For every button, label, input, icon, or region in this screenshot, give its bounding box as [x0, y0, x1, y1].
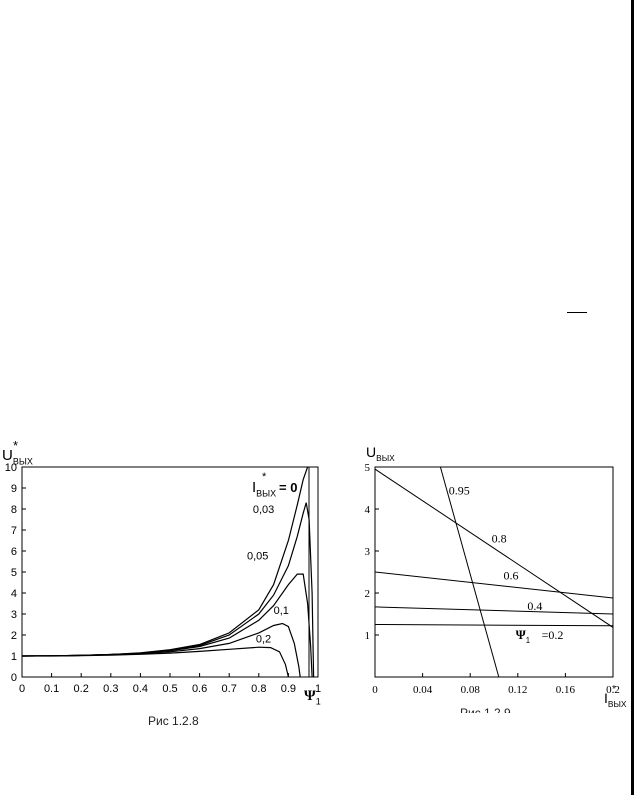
x-tick-label: 0.4 — [133, 683, 148, 695]
series-label: 0.95 — [449, 483, 470, 497]
x-tick-label: 0 — [19, 683, 25, 695]
y-tick-label: 5 — [365, 462, 371, 474]
fraction-bar-fragment — [567, 312, 587, 313]
y-tick-label: 1 — [11, 651, 17, 663]
caption-fig-1-2-8: Рис 1.2.8 — [148, 714, 199, 728]
series-line — [375, 571, 613, 599]
y-tick-label: 4 — [11, 588, 17, 600]
x-tick-label: 0.8 — [251, 683, 266, 695]
series-label: 0.4 — [527, 599, 542, 613]
y-tick-label: 5 — [11, 567, 17, 579]
x-tick-label: 0 — [372, 684, 378, 696]
plot-frame — [374, 466, 614, 678]
y-axis-label: UВЫХ — [366, 444, 395, 463]
legend-title-value: = 0 — [279, 480, 297, 495]
y-tick-label: 2 — [365, 588, 371, 600]
x-tick-label: 0.7 — [222, 683, 237, 695]
chart-rис-1-2-8: 0 1 2 3 4 5 6 7 8 9 10 0 0.1 0.2 0.3 0.4 0.5 0.6 0.7 0.8 0.9… — [2, 438, 321, 707]
chart-rис-1-2-9: 1 2 3 4 5 0 0.04 0.08 0.12 0.16 0.2 UВЫХ IВЫХ* 0.95 0.… — [365, 444, 627, 709]
psi-label: Ψ1 — [516, 627, 530, 645]
y-tick-label: 9 — [11, 483, 17, 495]
y-tick-label: 8 — [11, 504, 17, 516]
y-axis-label: UВЫХ — [2, 447, 33, 467]
series-line — [439, 467, 500, 677]
x-tick-label: 0.2 — [606, 684, 620, 696]
legend-title-star: * — [262, 471, 267, 483]
series-label: 0,05 — [247, 550, 268, 562]
x-axis-label: IВЫХ — [604, 690, 627, 709]
series-label: 0,2 — [256, 633, 271, 645]
x-tick-label: 0.3 — [103, 683, 118, 695]
y-tick-label: 7 — [11, 525, 17, 537]
x-tick-label: 0.1 — [44, 683, 59, 695]
x-axis-label: Ψ1 — [304, 688, 321, 707]
series-line — [375, 606, 613, 615]
y-axis-label-star: * — [13, 438, 18, 453]
series-label: 0.6 — [504, 569, 519, 583]
x-tick-label: 0.04 — [413, 684, 433, 696]
y-tick-label: 10 — [5, 462, 17, 474]
x-tick-label: 0.12 — [508, 684, 527, 696]
x-axis-label-star: * — [612, 684, 616, 695]
series-line — [22, 646, 289, 678]
y-tick-label: 3 — [11, 609, 17, 621]
series-label: 0,1 — [274, 605, 289, 617]
plot-frame — [21, 466, 319, 678]
legend-title: IВЫХ — [252, 479, 276, 499]
x-tick-label: 0.9 — [281, 683, 296, 695]
series-label: 0,03 — [253, 504, 274, 516]
x-tick-label: 0.08 — [461, 684, 481, 696]
y-tick-label: 0 — [11, 672, 17, 684]
page-edge-bar — [631, 0, 634, 795]
x-tick-label: 0.16 — [556, 684, 576, 696]
series-label: 0.8 — [492, 532, 507, 546]
x-tick-label: 0.6 — [192, 683, 207, 695]
series-label: =0.2 — [542, 628, 564, 642]
series-line — [375, 624, 613, 627]
y-tick-label: 6 — [11, 546, 17, 558]
x-tick-label: 0.5 — [162, 683, 177, 695]
series-line — [21, 573, 313, 678]
x-tick-label: 0.2 — [74, 683, 89, 695]
y-tick-label: 3 — [365, 546, 371, 558]
x-tick-label: 1 — [315, 683, 321, 695]
y-tick-label: 2 — [11, 630, 17, 642]
caption-fig-1-2-9: Рис 1.2.9 — [460, 706, 511, 713]
y-tick-label: 1 — [365, 630, 371, 642]
series-line — [375, 468, 613, 628]
y-tick-label: 4 — [365, 504, 371, 516]
